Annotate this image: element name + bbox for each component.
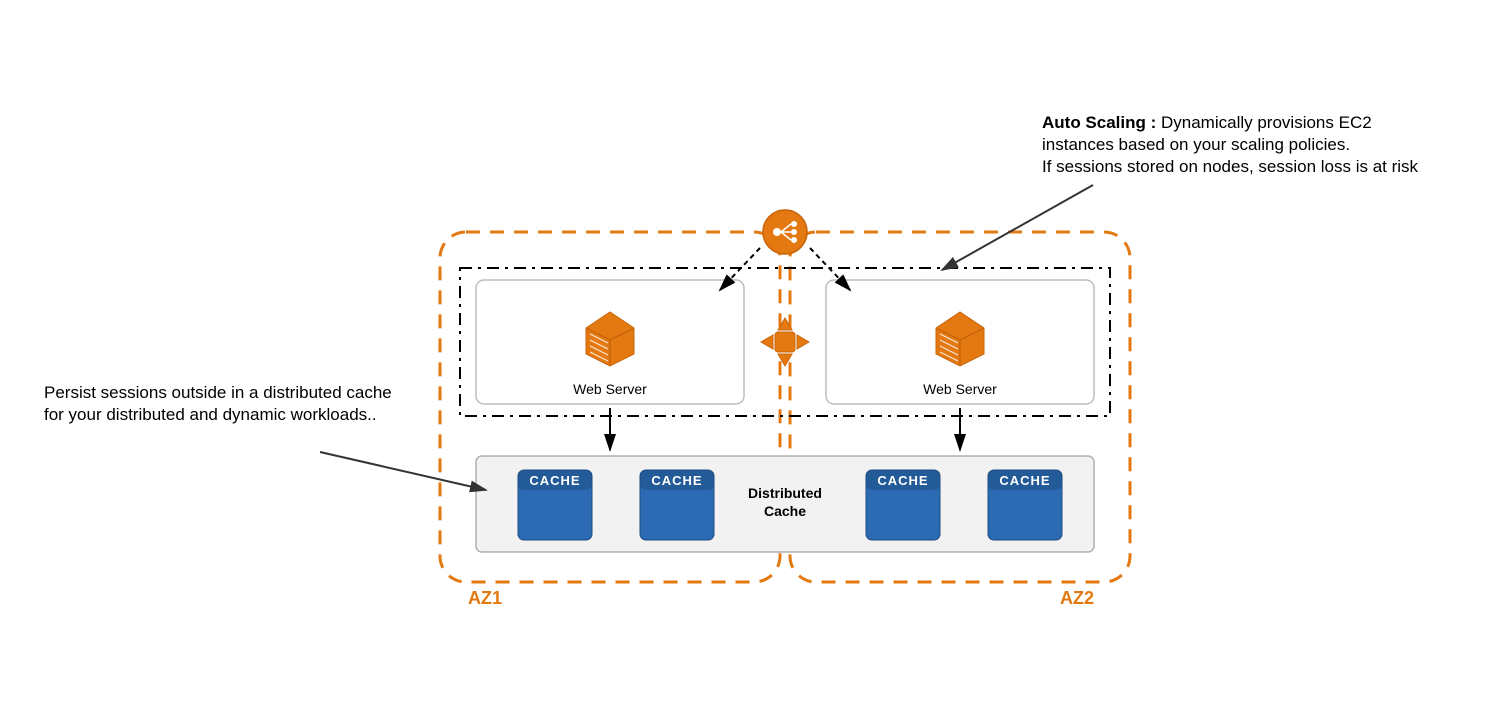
web-server-label: Web Server [923,381,997,397]
cache-node-label: CACHE [529,473,580,488]
cache-node: CACHE [866,470,940,540]
web-server-label: Web Server [573,381,647,397]
cache-node-label: CACHE [877,473,928,488]
annotation-right: Auto Scaling : Dynamically provisions EC… [1042,113,1372,132]
annotation-left-arrow [320,452,486,490]
annotation-right: instances based on your scaling policies… [1042,135,1350,154]
cache-node: CACHE [640,470,714,540]
cache-node: CACHE [988,470,1062,540]
cache-node: CACHE [518,470,592,540]
annotation-left: for your distributed and dynamic workloa… [44,405,377,424]
annotation-right: If sessions stored on nodes, session los… [1042,157,1419,176]
az2-label: AZ2 [1060,588,1094,608]
cache-panel-title: Distributed [748,485,822,501]
web-server-right: Web Server [826,280,1094,404]
autoscaling-icon [761,318,809,366]
cache-node-label: CACHE [651,473,702,488]
elb-icon [763,210,807,254]
annotation-right-arrow [942,185,1093,270]
cache-panel-title: Cache [764,503,806,519]
cache-node-label: CACHE [999,473,1050,488]
az1-label: AZ1 [468,588,502,608]
web-server-left: Web Server [476,280,744,404]
annotation-left: Persist sessions outside in a distribute… [44,383,392,402]
